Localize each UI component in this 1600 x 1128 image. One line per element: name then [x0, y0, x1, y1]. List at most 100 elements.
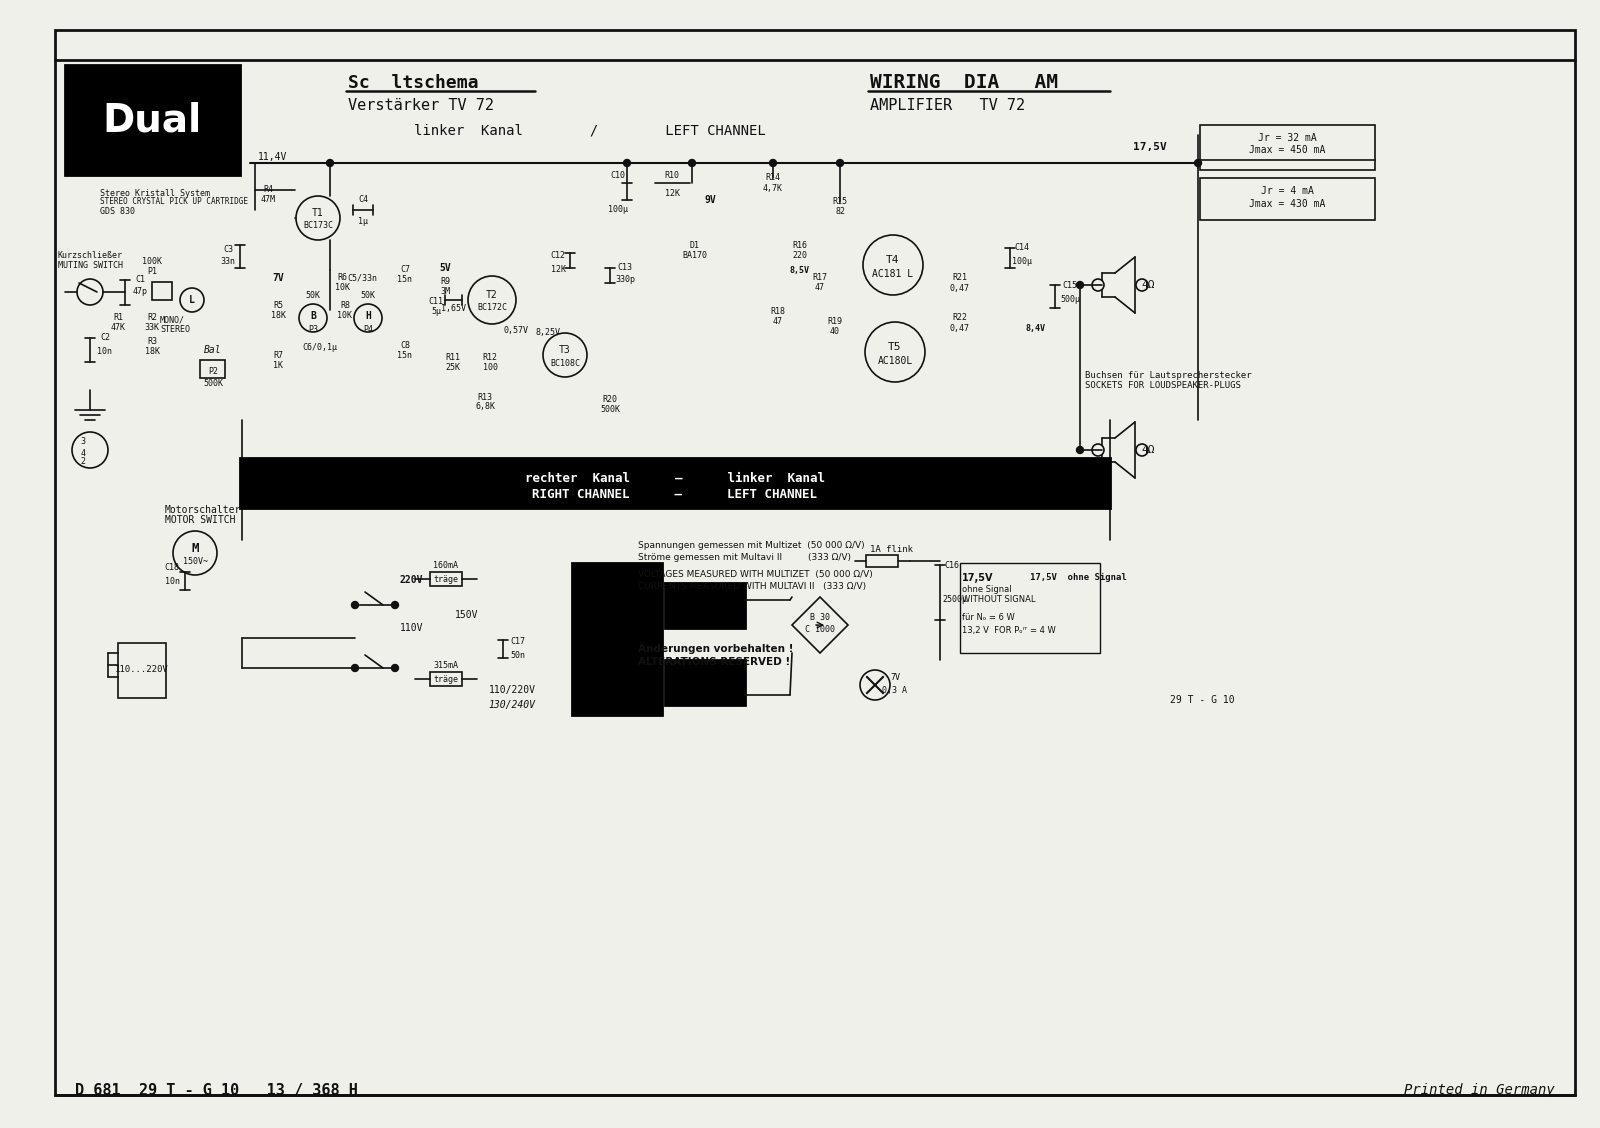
Circle shape — [392, 664, 398, 671]
Text: R4: R4 — [262, 185, 274, 194]
Text: 220: 220 — [792, 250, 808, 259]
Text: 50n: 50n — [510, 651, 525, 660]
Circle shape — [861, 670, 890, 700]
Text: C1: C1 — [134, 275, 146, 284]
Text: L: L — [189, 296, 195, 305]
Text: C11: C11 — [429, 298, 443, 307]
Text: C8: C8 — [400, 341, 410, 350]
Text: Jmax = 430 mA: Jmax = 430 mA — [1250, 199, 1325, 209]
Bar — [666, 660, 746, 705]
Text: Spannungen gemessen mit Multizet  (50 000 Ω/V): Spannungen gemessen mit Multizet (50 000… — [638, 540, 864, 549]
Text: 40: 40 — [830, 327, 840, 336]
Text: 82: 82 — [835, 208, 845, 217]
Text: T5: T5 — [888, 342, 902, 352]
Text: Sc  ltschema: Sc ltschema — [349, 74, 478, 92]
Text: 4Ω: 4Ω — [1141, 280, 1155, 290]
Text: 47: 47 — [814, 283, 826, 292]
Circle shape — [866, 321, 925, 382]
Text: BC108C: BC108C — [550, 359, 579, 368]
Text: 17,5V: 17,5V — [962, 573, 994, 583]
Text: R5: R5 — [274, 300, 283, 309]
Text: MUTING SWITCH: MUTING SWITCH — [58, 261, 123, 270]
Text: 9V: 9V — [704, 195, 715, 205]
Text: 330p: 330p — [614, 275, 635, 284]
Text: 110/220V: 110/220V — [488, 685, 536, 695]
Text: Jmax = 450 mA: Jmax = 450 mA — [1250, 146, 1325, 155]
Text: R16: R16 — [792, 240, 808, 249]
Text: 50K: 50K — [306, 291, 320, 300]
Text: Jr = 32 mA: Jr = 32 mA — [1258, 133, 1317, 143]
Circle shape — [1136, 279, 1149, 291]
Text: R2: R2 — [147, 314, 157, 323]
Text: 1A flink: 1A flink — [870, 546, 914, 555]
Text: R20: R20 — [603, 396, 618, 405]
Bar — [240, 458, 1110, 508]
Text: P2: P2 — [208, 368, 218, 377]
Text: C 1000: C 1000 — [805, 626, 835, 634]
Text: R3: R3 — [147, 337, 157, 346]
Bar — [200, 360, 226, 378]
Text: 220V: 220V — [400, 575, 424, 585]
Text: 7V: 7V — [272, 273, 283, 283]
Text: 315mA: 315mA — [434, 661, 459, 670]
Text: 500μ: 500μ — [1059, 296, 1080, 305]
Text: C10: C10 — [611, 170, 626, 179]
Text: R9: R9 — [440, 277, 450, 287]
Text: AC181 L: AC181 L — [872, 268, 914, 279]
Text: 18K: 18K — [270, 310, 285, 319]
Text: 15n: 15n — [397, 351, 413, 360]
Text: 150V~: 150V~ — [182, 557, 208, 566]
Text: STEREO: STEREO — [160, 326, 190, 335]
Text: MONO/: MONO/ — [160, 316, 186, 325]
Text: 3M: 3M — [440, 288, 450, 297]
Text: 110V: 110V — [400, 623, 424, 633]
Text: Änderungen vorbehalten !: Änderungen vorbehalten ! — [638, 642, 794, 654]
Bar — [960, 563, 1101, 653]
Text: CURRENTS MEASURED WITH MULTAVI II   (333 Ω/V): CURRENTS MEASURED WITH MULTAVI II (333 Ω… — [638, 582, 866, 591]
Bar — [118, 643, 166, 698]
Text: R10: R10 — [664, 170, 680, 179]
Text: R6: R6 — [338, 273, 347, 282]
Text: 25K: 25K — [445, 362, 461, 371]
Text: 2500μ: 2500μ — [942, 596, 968, 605]
Circle shape — [770, 159, 776, 167]
Text: 150V: 150V — [454, 610, 478, 620]
Circle shape — [72, 432, 109, 468]
Text: 100μ: 100μ — [1013, 257, 1032, 266]
Text: Buchsen für Lautsprecherstecker: Buchsen für Lautsprecherstecker — [1085, 370, 1251, 379]
Text: träge: träge — [434, 574, 459, 583]
Text: P1: P1 — [147, 267, 157, 276]
Text: C13: C13 — [618, 264, 632, 273]
Circle shape — [299, 305, 326, 332]
Text: 10K: 10K — [334, 283, 349, 292]
Polygon shape — [792, 597, 848, 653]
Text: Motorschalter: Motorschalter — [165, 505, 242, 515]
Circle shape — [688, 159, 696, 167]
Text: H: H — [365, 311, 371, 321]
Text: Stereo Kristall System: Stereo Kristall System — [99, 188, 210, 197]
Text: T4: T4 — [886, 255, 899, 265]
Text: R15: R15 — [832, 197, 848, 206]
Bar — [152, 282, 173, 300]
Text: 17,5V  ohne Signal: 17,5V ohne Signal — [1030, 573, 1126, 582]
Text: D 681  29 T - G 10   13 / 368 H: D 681 29 T - G 10 13 / 368 H — [75, 1083, 358, 1098]
Text: WIRING  DIA   AM: WIRING DIA AM — [870, 73, 1058, 92]
Text: Jr = 4 mA: Jr = 4 mA — [1261, 186, 1314, 196]
Text: R7: R7 — [274, 351, 283, 360]
Text: BA170: BA170 — [683, 250, 707, 259]
Text: R21: R21 — [952, 273, 968, 282]
Circle shape — [542, 333, 587, 377]
Text: C12: C12 — [550, 250, 565, 259]
Circle shape — [837, 159, 843, 167]
Bar — [573, 563, 662, 715]
Circle shape — [326, 159, 333, 167]
Text: 17,5V: 17,5V — [1133, 142, 1166, 152]
Circle shape — [173, 531, 218, 575]
Bar — [1200, 178, 1374, 220]
Text: 33K: 33K — [144, 324, 160, 333]
Text: R14: R14 — [765, 174, 781, 183]
Text: 8,25V: 8,25V — [536, 328, 560, 337]
Text: D1: D1 — [690, 240, 701, 249]
Circle shape — [1136, 444, 1149, 456]
Text: T2: T2 — [486, 290, 498, 300]
